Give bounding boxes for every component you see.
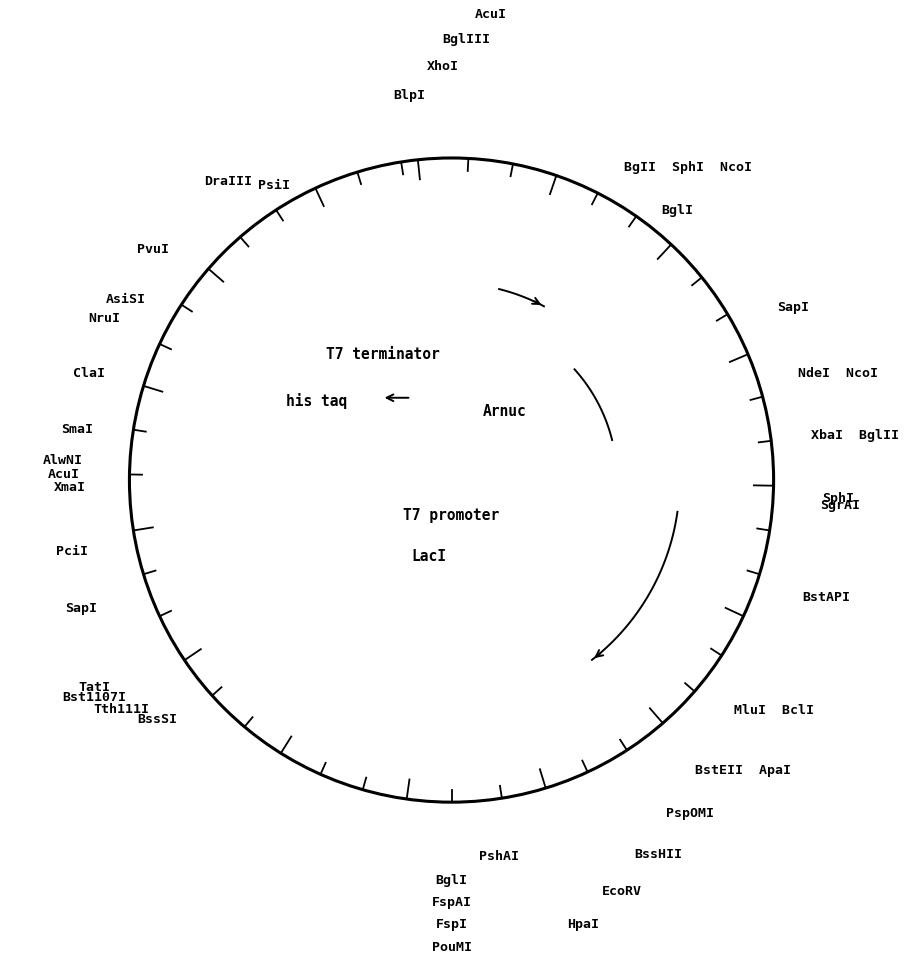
Text: XhoI: XhoI (426, 61, 459, 73)
Text: AcuI: AcuI (474, 8, 507, 20)
Text: PspOMI: PspOMI (666, 807, 714, 820)
Text: BgII  SphI  NcoI: BgII SphI NcoI (624, 162, 752, 174)
Text: FspAI: FspAI (432, 897, 472, 909)
Text: T7 promoter: T7 promoter (403, 508, 499, 523)
Text: BglIII: BglIII (442, 33, 491, 46)
Text: BglI: BglI (436, 873, 468, 887)
Text: Bst1107I: Bst1107I (63, 690, 126, 704)
Text: ClaI: ClaI (74, 367, 105, 379)
Text: Tth111I: Tth111I (94, 703, 149, 716)
Text: AsiSI: AsiSI (106, 294, 146, 306)
Text: XbaI  BglII: XbaI BglII (811, 429, 899, 442)
Text: MluI  BclI: MluI BclI (734, 704, 814, 717)
Text: BstEII  ApaI: BstEII ApaI (695, 764, 791, 776)
Text: DraIII: DraIII (204, 175, 252, 188)
Text: his taq: his taq (286, 393, 347, 409)
Text: SgrAI: SgrAI (821, 499, 860, 511)
Text: TatI: TatI (78, 681, 110, 693)
Text: BglI: BglI (661, 204, 693, 217)
Text: BstAPI: BstAPI (802, 591, 850, 605)
Text: LacI: LacI (412, 549, 447, 563)
Text: SapI: SapI (65, 603, 97, 615)
Text: PsiI: PsiI (258, 179, 290, 192)
Text: EcoRV: EcoRV (601, 885, 642, 898)
Text: NruI: NruI (88, 312, 121, 325)
Text: PciI: PciI (56, 545, 87, 559)
Text: PouMI: PouMI (432, 941, 472, 953)
Text: SmaI: SmaI (62, 424, 94, 436)
Text: NdeI  NcoI: NdeI NcoI (798, 367, 878, 379)
Text: T7 terminator: T7 terminator (326, 348, 440, 362)
Text: AlwNI: AlwNI (42, 454, 83, 467)
Text: PshAI: PshAI (480, 850, 519, 863)
Text: PvuI: PvuI (136, 243, 169, 256)
Text: SapI: SapI (776, 301, 809, 314)
Text: BssHII: BssHII (635, 847, 682, 861)
Text: BssSI: BssSI (137, 713, 177, 726)
Text: XmaI: XmaI (53, 481, 86, 494)
Text: Arnuc: Arnuc (483, 403, 527, 419)
Text: SphI: SphI (822, 491, 855, 505)
Text: AcuI: AcuI (48, 468, 80, 481)
Text: HpaI: HpaI (567, 918, 600, 931)
Text: FspI: FspI (436, 919, 468, 931)
Text: BlpI: BlpI (393, 90, 426, 102)
